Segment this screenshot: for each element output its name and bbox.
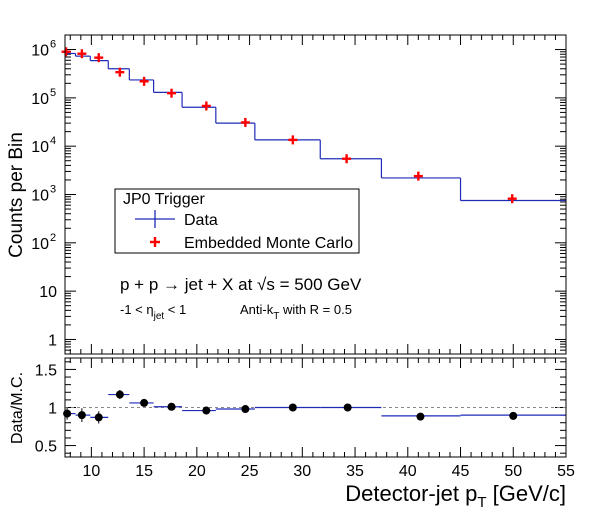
algorithm-annotation: Anti-kT with R = 0.5 bbox=[240, 302, 352, 322]
ratio-marker bbox=[288, 403, 297, 412]
y-tick-label: 10 bbox=[31, 91, 49, 108]
y-tick-label: 10 bbox=[31, 188, 49, 205]
ratio-marker bbox=[77, 411, 86, 420]
y-tick-label: 1 bbox=[48, 332, 57, 349]
x-tick-label: 35 bbox=[346, 463, 364, 480]
bottom-y-tick-labels: 0.5 1 1.5 bbox=[35, 362, 57, 455]
y-tick-label-exponent: 2 bbox=[50, 232, 56, 244]
mc-point bbox=[413, 171, 423, 181]
legend-entry-data: Data bbox=[184, 212, 218, 229]
ratio-point bbox=[167, 402, 176, 411]
mc-point bbox=[507, 194, 517, 204]
ratio-marker bbox=[202, 406, 211, 415]
ratio-marker bbox=[343, 403, 352, 412]
ratio-point bbox=[94, 411, 103, 424]
data-series bbox=[65, 52, 566, 202]
x-tick-label: 50 bbox=[504, 463, 522, 480]
process-annotation: p + p → jet + X at √s = 500 GeV bbox=[120, 275, 362, 294]
x-axis-label-sub: T bbox=[477, 494, 486, 511]
ratio-marker bbox=[63, 409, 72, 418]
legend-entry-mc: Embedded Monte Carlo bbox=[184, 235, 353, 252]
y-tick-label-exponent: 5 bbox=[50, 87, 56, 99]
y-tick-label-exponent: 4 bbox=[50, 135, 56, 147]
mc-point bbox=[115, 67, 125, 77]
ratio-point bbox=[115, 389, 124, 400]
x-axis-label: Detector-jet pT [GeV/c] bbox=[345, 481, 566, 511]
ratio-marker bbox=[416, 412, 425, 421]
legend-title: JP0 Trigger bbox=[123, 191, 205, 208]
y-tick-label: 10 bbox=[39, 284, 57, 301]
ratio-y-tick-label: 1 bbox=[48, 401, 57, 418]
x-tick-labels: 10 15 20 25 30 35 40 45 50 55 bbox=[82, 463, 575, 480]
ratio-marker bbox=[241, 405, 250, 414]
y-tick-label: 10 bbox=[31, 236, 49, 253]
ratio-point bbox=[343, 403, 352, 412]
ratio-marker bbox=[94, 413, 103, 422]
ratio-point bbox=[288, 403, 297, 412]
x-tick-label: 45 bbox=[452, 463, 470, 480]
ratio-marker bbox=[167, 402, 176, 411]
ratio-point bbox=[241, 405, 250, 414]
x-tick-label: 55 bbox=[557, 463, 575, 480]
x-tick-label: 25 bbox=[241, 463, 259, 480]
ratio-point bbox=[63, 407, 72, 420]
ratio-y-tick-label: 0.5 bbox=[35, 439, 57, 456]
mc-point bbox=[167, 88, 177, 98]
mc-series bbox=[61, 47, 517, 204]
eta-cut-sub: jet bbox=[153, 311, 165, 322]
mc-point bbox=[61, 47, 71, 57]
top-plot-frame bbox=[64, 34, 567, 355]
legend: JP0 Trigger Data Embedded Monte Carlo bbox=[114, 188, 360, 254]
ratio-points bbox=[63, 389, 518, 424]
algorithm-prefix: Anti-k bbox=[240, 302, 274, 317]
mc-point bbox=[342, 154, 352, 164]
x-tick-label: 15 bbox=[135, 463, 153, 480]
y-tick-label: 10 bbox=[31, 139, 49, 156]
ratio-y-tick-label: 1.5 bbox=[35, 362, 57, 379]
ratio-marker bbox=[140, 398, 149, 407]
ratio-marker bbox=[115, 390, 124, 399]
ratio-point bbox=[77, 408, 86, 422]
y-tick-label-exponent: 3 bbox=[50, 184, 56, 196]
top-axis-ticks bbox=[65, 34, 567, 355]
bottom-plot-frame bbox=[64, 357, 567, 458]
eta-cut-prefix: -1 < η bbox=[120, 302, 154, 317]
mc-point bbox=[77, 49, 87, 59]
mc-point bbox=[201, 101, 211, 111]
x-tick-label: 20 bbox=[188, 463, 206, 480]
algorithm-suffix: with R = 0.5 bbox=[279, 302, 352, 317]
ratio-point bbox=[202, 406, 211, 415]
bottom-y-axis-label: Data/M.C. bbox=[9, 372, 26, 444]
x-tick-label: 10 bbox=[82, 463, 100, 480]
x-tick-label: 40 bbox=[399, 463, 417, 480]
ratio-marker bbox=[509, 411, 518, 420]
algorithm-sub: T bbox=[273, 311, 279, 322]
eta-cut-suffix: < 1 bbox=[164, 302, 186, 317]
x-tick-label: 30 bbox=[293, 463, 311, 480]
mc-point bbox=[139, 76, 149, 86]
mc-point bbox=[288, 135, 298, 145]
ratio-histogram bbox=[65, 393, 566, 418]
mc-point bbox=[240, 117, 250, 127]
ratio-point bbox=[416, 412, 425, 421]
eta-cut-annotation: -1 < ηjet < 1 bbox=[120, 302, 186, 322]
ratio-point bbox=[509, 411, 518, 420]
ratio-point bbox=[140, 398, 149, 407]
top-y-axis-label: Counts per Bin bbox=[6, 132, 27, 258]
x-axis-label-unit: [GeV/c] bbox=[487, 481, 566, 506]
bottom-panel: 0.5 1 1.5 10 15 20 25 30 35 40 45 50 55 Data/M.C. D… bbox=[9, 357, 575, 511]
y-tick-label: 10 bbox=[31, 43, 49, 60]
mc-point bbox=[94, 53, 104, 63]
x-axis-label-main: Detector-jet p bbox=[345, 481, 477, 506]
y-tick-label-exponent: 6 bbox=[50, 39, 56, 51]
